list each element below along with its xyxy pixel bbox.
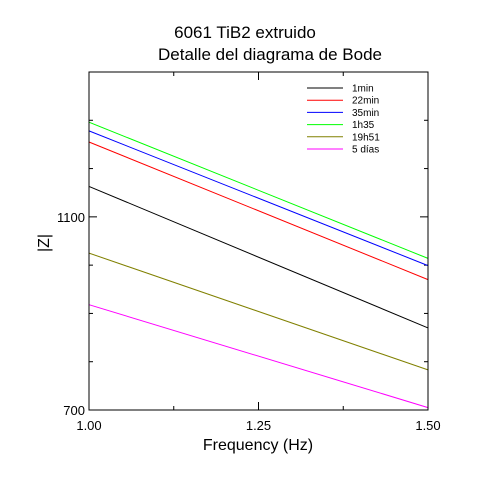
legend-label: 22min	[352, 96, 379, 107]
major-ticks	[88, 72, 429, 411]
chart-subtitle: Detalle del diagrama de Bode	[158, 45, 382, 64]
legend-label: 1h35	[352, 120, 375, 131]
y-tick-labels: 700 1100	[57, 210, 85, 418]
series-line-4	[88, 252, 429, 371]
x-tick-label: 1.25	[246, 418, 271, 433]
legend-label: 35min	[352, 108, 379, 119]
y-axis-label: |Z|	[36, 234, 53, 252]
x-tick-labels: 1.00 1.25 1.50	[76, 418, 440, 433]
minor-ticks	[89, 72, 428, 410]
series-layer	[88, 121, 429, 409]
legend-label: 1min	[352, 84, 374, 95]
series-line-5	[88, 304, 429, 409]
y-tick-label: 700	[63, 403, 85, 418]
plot-frame	[88, 71, 429, 411]
series-line-0	[88, 185, 429, 329]
chart-title: 6061 TiB2 extruido	[174, 23, 316, 42]
x-axis-label: Frequency (Hz)	[203, 437, 313, 454]
series-line-1	[88, 141, 429, 281]
y-tick-label: 1100	[57, 210, 85, 225]
legend-label: 19h51	[352, 132, 380, 143]
legend-label: 5 días	[352, 145, 379, 156]
series-line-3	[88, 121, 429, 259]
x-tick-label: 1.00	[76, 418, 101, 433]
series-line-2	[88, 130, 429, 267]
x-tick-label: 1.50	[415, 418, 440, 433]
